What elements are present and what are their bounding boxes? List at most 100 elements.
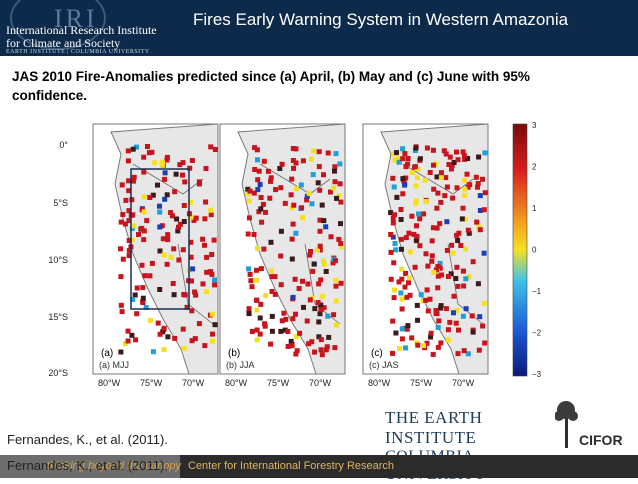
anomaly-cell xyxy=(402,151,408,157)
anomaly-cell xyxy=(427,296,433,302)
anomaly-cell xyxy=(399,296,405,302)
anomaly-cell xyxy=(462,178,468,183)
anomaly-cell xyxy=(443,151,449,157)
anomaly-cell xyxy=(431,269,437,275)
anomaly-cell xyxy=(464,171,470,177)
anomaly-cell xyxy=(282,327,288,333)
anomaly-cell xyxy=(278,328,284,334)
anomaly-cell xyxy=(399,246,404,252)
anomaly-cell xyxy=(246,266,252,272)
anomaly-cell xyxy=(263,293,269,299)
anomaly-cell xyxy=(203,199,209,205)
anomaly-cell xyxy=(435,264,441,269)
anomaly-cell xyxy=(324,344,330,350)
anomaly-cell xyxy=(258,301,264,307)
anomaly-cell xyxy=(394,194,400,200)
anomaly-cell xyxy=(390,175,396,181)
anomaly-cell xyxy=(412,164,418,170)
anomaly-cell xyxy=(336,193,342,199)
anomaly-cell xyxy=(189,278,194,284)
anomaly-cell xyxy=(120,256,126,262)
anomaly-cell xyxy=(427,170,433,175)
anomaly-cell xyxy=(157,203,162,209)
anomaly-cell xyxy=(300,158,306,164)
anomaly-cell xyxy=(333,151,339,157)
anomaly-cell xyxy=(438,305,444,311)
cifor-logo: CIFOR xyxy=(555,401,623,448)
anomaly-cell xyxy=(430,147,436,153)
anomaly-cell xyxy=(436,318,442,324)
lon-tick-label: 80°W xyxy=(225,378,248,388)
anomaly-cell xyxy=(269,268,274,274)
anomaly-cell xyxy=(172,335,178,341)
anomaly-cell xyxy=(476,224,482,230)
anomaly-cell xyxy=(290,146,296,151)
anomaly-cell xyxy=(254,327,260,333)
anomaly-cell xyxy=(459,216,465,222)
anomaly-cell xyxy=(155,182,160,188)
anomaly-cell xyxy=(157,224,163,230)
anomaly-cell xyxy=(269,289,275,294)
anomaly-cell xyxy=(141,154,147,160)
anomaly-cell xyxy=(475,184,480,190)
anomaly-cell xyxy=(409,335,415,341)
anomaly-cell xyxy=(306,190,312,196)
anomaly-cell xyxy=(399,326,405,332)
institute-affiliation: EARTH INSTITUTE | COLUMBIA UNIVERSITY xyxy=(6,49,150,55)
anomaly-cell xyxy=(328,234,334,240)
longitude-axis: 80°W 75°W 70°W 80°W 75°W 70°W 80°W 75°W 70°W xyxy=(98,378,475,388)
anomaly-cell xyxy=(406,280,411,286)
anomaly-cell xyxy=(404,326,410,332)
anomaly-cell xyxy=(202,216,208,222)
anomaly-cell xyxy=(396,159,402,165)
anomaly-cell xyxy=(210,331,215,337)
anomaly-cell xyxy=(249,329,255,334)
anomaly-cell xyxy=(258,206,264,212)
anomaly-cell xyxy=(189,308,195,314)
anomaly-cell xyxy=(337,181,343,187)
anomaly-cell xyxy=(437,221,443,227)
anomaly-cell xyxy=(338,199,344,205)
anomaly-cell xyxy=(258,195,264,200)
anomaly-cell xyxy=(465,227,471,233)
country-border xyxy=(402,163,474,195)
anomaly-cell xyxy=(172,189,178,195)
anomaly-cell xyxy=(431,186,437,192)
anomaly-cell xyxy=(310,172,316,178)
anomaly-cell xyxy=(136,232,141,237)
anomaly-cell xyxy=(132,292,138,298)
anomaly-cell xyxy=(429,253,435,259)
anomaly-cell xyxy=(272,274,278,280)
anomaly-cell xyxy=(307,297,313,303)
anomaly-cell xyxy=(392,287,397,293)
anomaly-cell xyxy=(398,207,404,212)
panel-label: (c) xyxy=(371,348,383,359)
anomaly-cell xyxy=(122,221,128,227)
anomaly-cell xyxy=(318,277,324,283)
anomaly-cell xyxy=(463,246,468,252)
map-panel-3: (c)(c) JAS xyxy=(362,123,489,375)
colorbar-tick-label: −3 xyxy=(532,370,542,379)
anomaly-cell xyxy=(289,343,295,349)
lon-tick-label: 75°W xyxy=(410,378,433,388)
anomaly-cell xyxy=(262,323,268,329)
anomaly-cell xyxy=(309,339,315,345)
anomaly-cell xyxy=(397,346,403,352)
anomaly-cell xyxy=(293,146,299,152)
anomaly-cell xyxy=(323,269,329,274)
anomaly-cell xyxy=(400,176,406,182)
anomaly-cell xyxy=(208,269,214,275)
anomaly-cell xyxy=(255,245,260,251)
iri-logo-text: IRI xyxy=(54,4,98,33)
anomaly-cell xyxy=(405,323,411,329)
anomaly-cell xyxy=(465,184,471,190)
anomaly-cell xyxy=(316,281,322,287)
anomaly-cell xyxy=(415,342,421,348)
anomaly-cell xyxy=(317,243,323,249)
anomaly-cell xyxy=(188,200,193,205)
anomaly-cell xyxy=(414,175,420,181)
anomaly-cell xyxy=(246,311,252,317)
anomaly-cell xyxy=(279,161,285,167)
anomaly-cell xyxy=(406,230,412,236)
anomaly-cell xyxy=(254,267,259,273)
